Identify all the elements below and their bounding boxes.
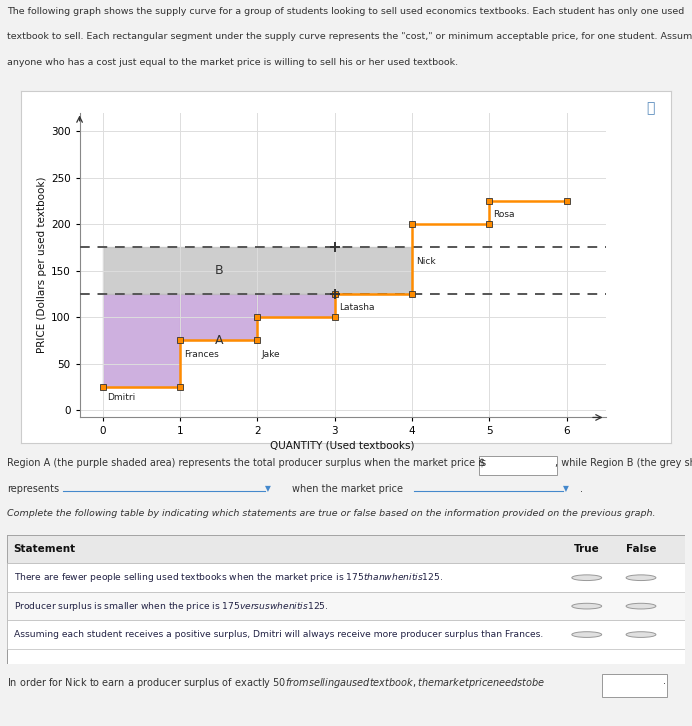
Text: ▼: ▼ xyxy=(563,484,569,493)
Text: textbook to sell. Each rectangular segment under the supply curve represents the: textbook to sell. Each rectangular segme… xyxy=(7,33,692,41)
Text: In order for Nick to earn a producer surplus of exactly $50 from selling a used : In order for Nick to earn a producer sur… xyxy=(7,676,545,690)
FancyBboxPatch shape xyxy=(7,563,685,592)
Text: Jake: Jake xyxy=(262,350,280,359)
Text: Complete the following table by indicating which statements are true or false ba: Complete the following table by indicati… xyxy=(7,508,655,518)
Text: False: False xyxy=(626,544,656,554)
Circle shape xyxy=(626,632,656,637)
Text: when the market price: when the market price xyxy=(292,484,403,494)
FancyBboxPatch shape xyxy=(7,592,685,620)
Text: Rosa: Rosa xyxy=(493,211,515,219)
FancyBboxPatch shape xyxy=(479,456,557,476)
Circle shape xyxy=(572,632,601,637)
Circle shape xyxy=(626,603,656,609)
Text: represents: represents xyxy=(7,484,59,494)
Text: .: . xyxy=(664,676,666,686)
FancyBboxPatch shape xyxy=(7,535,685,563)
Text: .: . xyxy=(580,484,583,494)
Text: Nick: Nick xyxy=(416,257,436,266)
Text: Assuming each student receives a positive surplus, Dmitri will always receive mo: Assuming each student receives a positiv… xyxy=(14,630,543,639)
Circle shape xyxy=(572,603,601,609)
FancyBboxPatch shape xyxy=(7,535,685,664)
Text: Region A (the purple shaded area) represents the total producer surplus when the: Region A (the purple shaded area) repres… xyxy=(7,457,489,468)
Text: , while Region B (the grey shaded area): , while Region B (the grey shaded area) xyxy=(555,457,692,468)
Text: ⓘ: ⓘ xyxy=(646,102,655,115)
Text: A: A xyxy=(215,334,223,347)
FancyBboxPatch shape xyxy=(7,620,685,649)
Text: Frances: Frances xyxy=(184,350,219,359)
Text: Statement: Statement xyxy=(14,544,76,554)
Text: Dmitri: Dmitri xyxy=(107,393,135,402)
Y-axis label: PRICE (Dollars per used textbook): PRICE (Dollars per used textbook) xyxy=(37,176,46,354)
Text: Producer surplus is smaller when the price is $175 versus when it is $125.: Producer surplus is smaller when the pri… xyxy=(14,600,328,613)
FancyBboxPatch shape xyxy=(602,674,667,697)
Text: $: $ xyxy=(478,457,484,468)
Text: There are fewer people selling used textbooks when the market price is $175 than: There are fewer people selling used text… xyxy=(14,571,443,584)
X-axis label: QUANTITY (Used textbooks): QUANTITY (Used textbooks) xyxy=(271,441,415,451)
Circle shape xyxy=(572,575,601,581)
Text: The following graph shows the supply curve for a group of students looking to se: The following graph shows the supply cur… xyxy=(7,7,684,16)
Text: B: B xyxy=(215,264,223,277)
Text: True: True xyxy=(574,544,600,554)
Text: Latasha: Latasha xyxy=(338,303,374,312)
Text: ▼: ▼ xyxy=(264,484,271,493)
Text: anyone who has a cost just equal to the market price is willing to sell his or h: anyone who has a cost just equal to the … xyxy=(7,57,458,67)
Circle shape xyxy=(626,575,656,581)
